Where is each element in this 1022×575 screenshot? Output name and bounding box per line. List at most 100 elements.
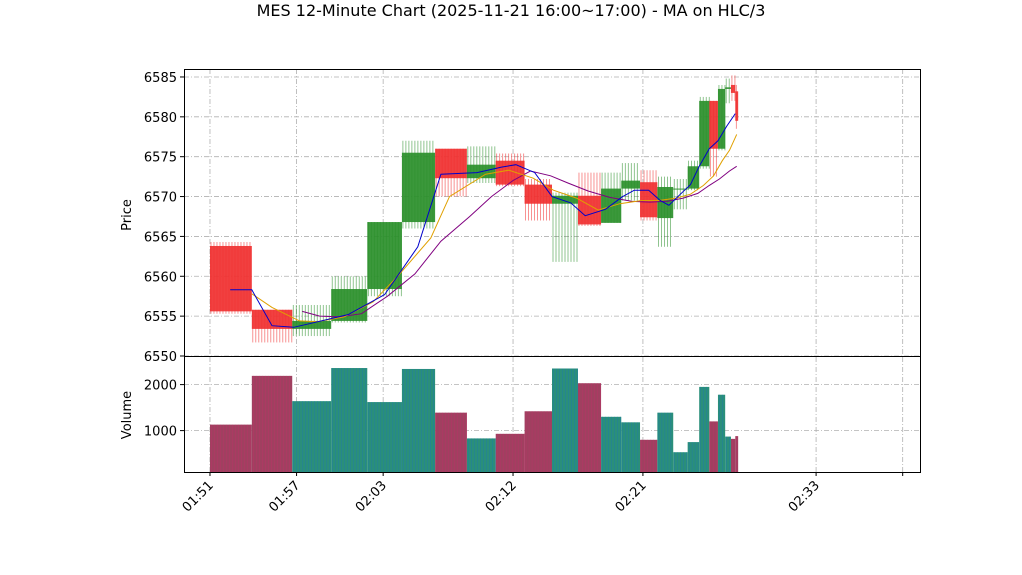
bar-body — [657, 186, 674, 219]
bar-body — [331, 289, 368, 321]
volume-bar-fill — [331, 368, 368, 472]
time-tick-label: 01:57 — [266, 478, 303, 515]
ma-short-line — [230, 113, 736, 328]
volume-bar-fill — [552, 368, 578, 472]
bar-body — [495, 160, 525, 185]
volume-bar-fill — [699, 386, 710, 472]
bar-body — [735, 91, 739, 121]
volume-bar — [401, 368, 436, 472]
time-tick-label: 01:51 — [180, 478, 217, 515]
bar-body — [673, 188, 688, 190]
volume-bar-fill — [601, 416, 622, 472]
volume-bar — [699, 386, 710, 472]
volume-bar-fill — [435, 412, 467, 472]
volume-bar — [725, 436, 731, 472]
down-bar — [709, 100, 718, 177]
up-bar — [725, 78, 731, 104]
price-tick-label: 6560 — [144, 270, 177, 285]
price-panel-frame — [184, 69, 921, 357]
volume-bar-fill — [577, 383, 602, 472]
volume-bar — [657, 412, 674, 472]
volume-bar — [621, 422, 641, 472]
volume-bar — [495, 433, 525, 472]
time-tick-label: 02:33 — [786, 478, 823, 515]
up-bar — [401, 140, 436, 229]
volume-bar-fill — [621, 422, 641, 472]
volume-bar-fill — [687, 442, 700, 472]
price-tick-label: 6550 — [144, 350, 177, 365]
down-bar — [640, 170, 658, 221]
bar-body — [699, 100, 710, 167]
down-bar — [209, 241, 252, 314]
volume-bar-fill — [495, 433, 525, 472]
volume-bar-fill — [730, 438, 736, 472]
price-tick-label: 6565 — [144, 230, 177, 245]
time-tick-label: 02:12 — [483, 478, 520, 515]
bar-body — [730, 84, 736, 93]
down-bar — [577, 172, 602, 227]
bar-body — [640, 182, 658, 218]
volume-bar-fill — [640, 439, 658, 472]
price-tick-label: 6570 — [144, 191, 177, 206]
chart-title: MES 12-Minute Chart (2025-11-21 16:00~17… — [257, 1, 766, 20]
down-bar — [524, 179, 552, 221]
ma-long-line — [302, 165, 737, 318]
volume-bar — [717, 394, 726, 472]
bar-body — [367, 222, 402, 290]
bar-body — [251, 309, 293, 329]
volume-tick-label: 2000 — [144, 379, 177, 394]
volume-bars — [209, 368, 739, 472]
volume-bar-fill — [717, 394, 726, 472]
price-tick-label: 6575 — [144, 151, 177, 166]
up-bar — [601, 172, 622, 223]
up-bar — [621, 163, 641, 201]
price-tick-label: 6580 — [144, 111, 177, 126]
down-bar — [495, 153, 525, 187]
up-bar — [367, 222, 402, 297]
bar-body — [577, 195, 602, 225]
up-bar — [657, 176, 674, 247]
volume-axis-title: Volume — [120, 391, 135, 439]
volume-panel-frame — [184, 356, 921, 473]
up-bar — [552, 192, 578, 262]
volume-bar — [524, 411, 552, 472]
price-ohlc-bars — [209, 75, 739, 343]
up-bar — [466, 146, 496, 184]
volume-bar — [730, 438, 736, 472]
volume-tick-label: 1000 — [144, 425, 177, 440]
volume-bar-fill — [466, 438, 496, 472]
down-bar — [435, 148, 467, 197]
bar-body — [524, 184, 552, 204]
up-bar — [717, 84, 726, 151]
volume-bar — [577, 383, 602, 472]
volume-bar — [552, 368, 578, 472]
volume-bar — [601, 416, 622, 472]
up-bar — [699, 96, 710, 169]
price-tick-label: 6555 — [144, 310, 177, 325]
volume-y-axis: 1000 2000 — [144, 379, 184, 440]
volume-bar-fill — [657, 412, 674, 472]
time-tick-label: 02:03 — [353, 478, 390, 515]
volume-bar-fill — [209, 424, 252, 472]
bar-body — [209, 245, 252, 312]
bar-body — [621, 180, 641, 189]
volume-bar — [331, 368, 368, 472]
volume-bar-fill — [367, 402, 402, 472]
volume-bar — [735, 436, 739, 472]
down-bar — [730, 75, 736, 101]
volume-bar — [640, 439, 658, 472]
price-axis-title: Price — [120, 199, 135, 231]
volume-bar — [687, 442, 700, 472]
volume-bar — [709, 421, 718, 472]
bar-body — [709, 100, 718, 149]
down-bar — [735, 84, 739, 129]
x-axis: 01:51 01:57 02:03 02:12 02:21 02:33 — [180, 472, 904, 515]
ma-mid-line — [251, 134, 738, 323]
bar-body — [292, 320, 332, 329]
down-bar — [251, 309, 293, 343]
volume-bar — [251, 375, 293, 472]
volume-bar — [435, 412, 467, 472]
price-y-axis: 6550 6555 6560 6565 6570 6575 6580 6585 — [144, 71, 184, 365]
moving-average-lines — [230, 113, 738, 328]
